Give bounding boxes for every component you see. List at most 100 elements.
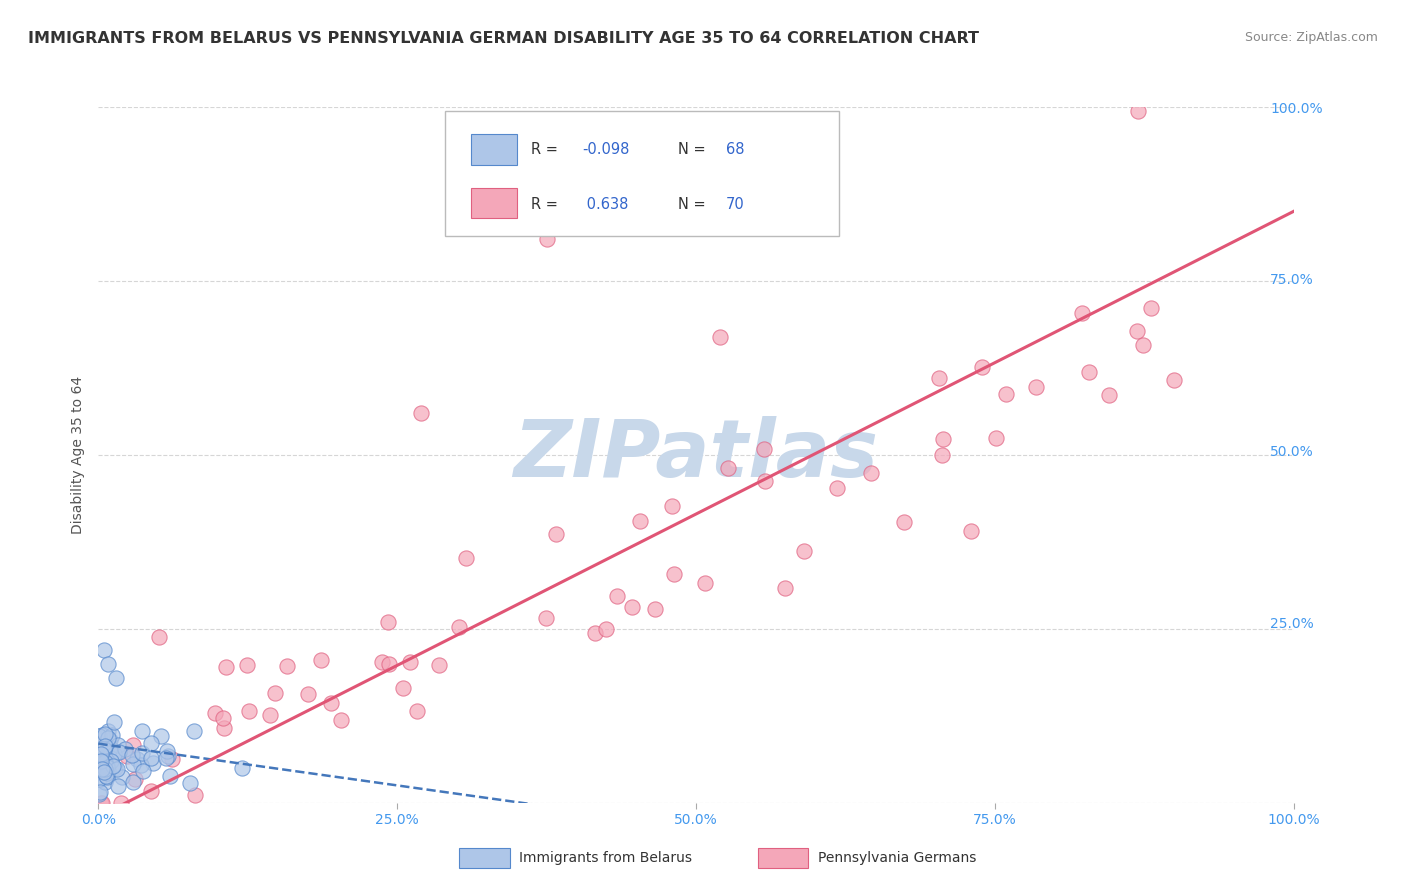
Point — [247, 767, 270, 781]
Point — [226, 742, 249, 756]
Point — [960, 519, 983, 533]
FancyBboxPatch shape — [516, 134, 557, 164]
Text: Immigrants from Belarus: Immigrants from Belarus — [560, 841, 733, 855]
Point — [181, 737, 204, 751]
Point — [166, 778, 188, 792]
Point — [808, 538, 831, 552]
Point — [1112, 103, 1135, 118]
Text: Pennsylvania Germans: Pennsylvania Germans — [832, 841, 990, 855]
Point — [169, 747, 191, 762]
Point — [271, 698, 294, 713]
Point — [170, 754, 193, 768]
Point — [177, 720, 200, 734]
Point — [173, 757, 195, 772]
Point — [195, 766, 218, 780]
Point — [167, 787, 190, 801]
Point — [180, 752, 202, 766]
Point — [198, 764, 221, 778]
Point — [170, 734, 193, 748]
Point — [186, 761, 208, 775]
Point — [475, 651, 498, 665]
Point — [204, 749, 226, 764]
Y-axis label: Disability Age 35 to 64: Disability Age 35 to 64 — [72, 371, 86, 530]
Point — [281, 653, 304, 667]
Point — [167, 739, 190, 753]
FancyBboxPatch shape — [778, 838, 823, 858]
Point — [197, 730, 219, 744]
Point — [278, 703, 301, 717]
Point — [574, 230, 596, 244]
Point — [627, 615, 650, 630]
Point — [494, 614, 516, 628]
Point — [214, 747, 236, 762]
Text: 68: 68 — [748, 142, 766, 156]
Point — [429, 650, 451, 665]
Point — [983, 426, 1005, 441]
Point — [970, 357, 993, 371]
Point — [572, 605, 595, 619]
Point — [688, 493, 710, 508]
Point — [295, 752, 318, 766]
Point — [637, 582, 659, 597]
Point — [177, 750, 200, 764]
Point — [582, 522, 605, 536]
Point — [377, 688, 399, 702]
Point — [651, 594, 673, 608]
Text: R =: R = — [571, 142, 598, 156]
Point — [772, 437, 794, 451]
Text: N =: N = — [704, 195, 733, 211]
Point — [772, 469, 794, 483]
Text: 70: 70 — [748, 195, 766, 211]
Point — [321, 699, 343, 714]
Point — [173, 756, 195, 770]
Point — [731, 326, 754, 341]
Point — [1085, 384, 1108, 399]
Text: Source: ZipAtlas.com: Source: ZipAtlas.com — [1244, 31, 1378, 45]
Point — [200, 744, 222, 758]
Point — [170, 731, 193, 745]
Point — [1144, 369, 1167, 384]
Point — [443, 673, 465, 688]
Point — [212, 727, 235, 741]
Point — [167, 749, 190, 764]
Point — [188, 734, 211, 748]
Text: -0.098: -0.098 — [617, 142, 665, 156]
Point — [212, 775, 235, 789]
Text: IMMIGRANTS FROM BELARUS VS PENNSYLVANIA GERMAN DISABILITY AGE 35 TO 64 CORRELATI: IMMIGRANTS FROM BELARUS VS PENNSYLVANIA … — [28, 31, 979, 46]
Point — [232, 744, 254, 758]
Point — [204, 716, 226, 731]
Point — [169, 751, 191, 765]
Point — [931, 368, 953, 382]
Point — [166, 776, 188, 790]
Point — [454, 697, 477, 711]
Point — [167, 745, 190, 759]
Point — [167, 739, 190, 754]
Point — [169, 787, 191, 801]
Point — [449, 648, 471, 662]
Point — [186, 787, 208, 801]
Point — [385, 705, 408, 719]
Point — [184, 736, 207, 750]
Point — [1123, 299, 1146, 313]
Point — [173, 751, 195, 765]
Point — [181, 663, 204, 677]
Point — [356, 680, 378, 694]
Point — [173, 723, 195, 738]
Point — [367, 646, 389, 660]
Point — [174, 725, 197, 739]
Point — [326, 679, 349, 693]
Point — [183, 731, 205, 745]
Point — [190, 740, 212, 755]
Point — [173, 752, 195, 766]
Point — [617, 620, 640, 634]
Point — [173, 750, 195, 764]
Point — [172, 760, 194, 774]
Point — [204, 737, 226, 751]
Point — [991, 383, 1014, 397]
Text: N =: N = — [704, 142, 733, 156]
Point — [174, 733, 197, 747]
Text: ZIPatlas: ZIPatlas — [538, 411, 903, 490]
Point — [222, 721, 245, 735]
Point — [672, 596, 695, 610]
Point — [278, 714, 301, 728]
